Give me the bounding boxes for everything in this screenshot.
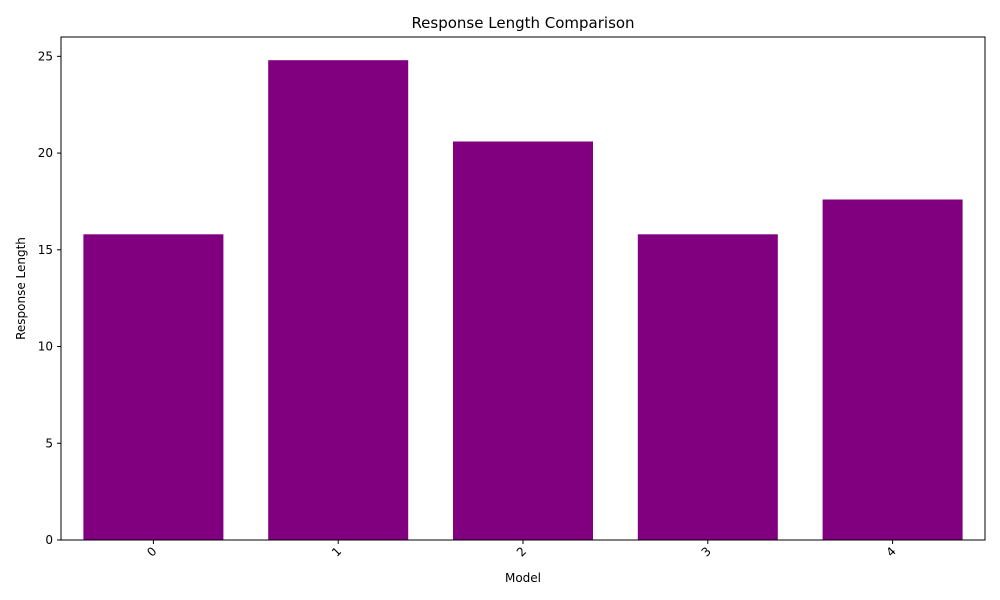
bar-4 [822, 199, 963, 540]
y-tick-label-10: 10 [38, 340, 53, 354]
bar-1 [268, 60, 409, 540]
bar-2 [453, 141, 593, 540]
bar-3 [637, 234, 778, 541]
chart-title: Response Length Comparison [411, 14, 634, 32]
y-tick-label-20: 20 [38, 146, 53, 160]
y-tick-label-0: 0 [45, 533, 53, 547]
plot-frame [60, 36, 986, 541]
y-axis: 0 5 10 15 20 25 [38, 49, 61, 547]
bar-0 [83, 234, 224, 541]
y-tick-label-15: 15 [38, 243, 53, 257]
y-tick-label-5: 5 [45, 436, 53, 450]
y-axis-label: Response Length [14, 237, 28, 340]
x-axis-label: Model [505, 571, 541, 585]
y-tick-label-25: 25 [38, 49, 53, 63]
bars-group [83, 60, 963, 541]
